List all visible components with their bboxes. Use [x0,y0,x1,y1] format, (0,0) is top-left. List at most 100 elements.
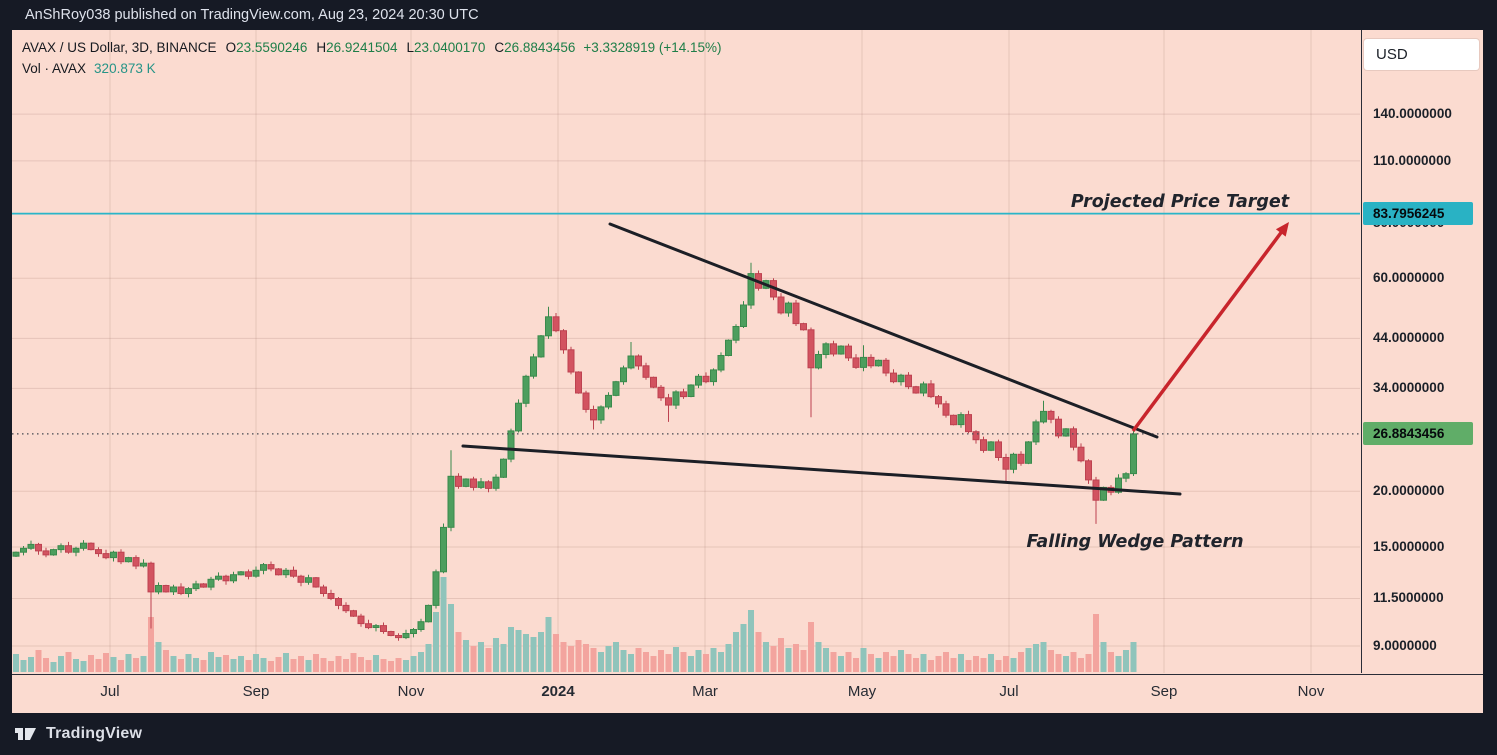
candle-body [95,549,102,555]
volume-bar [988,654,994,672]
candle-body [65,545,72,553]
candle-body [410,629,417,634]
tradingview-logo-icon [15,728,36,740]
volume-bar [365,660,372,672]
tradingview-logo[interactable]: TradingView [14,724,142,744]
time-label-month: Mar [692,683,718,700]
volume-bar [305,660,312,672]
candle-body [1130,433,1137,475]
candle-body [110,551,117,559]
candle-body [972,431,980,441]
volume-bar [223,655,229,672]
candle-body [747,273,755,306]
candle-body [1032,421,1040,443]
falling-wedge-pattern-text[interactable]: Falling Wedge Pattern [1026,532,1243,552]
volume-bar [1063,656,1069,672]
volume-bar [433,612,439,672]
candle-body [807,329,815,369]
candle-body [815,354,822,369]
candle-body [222,575,230,582]
time-label-month: Sep [242,683,270,700]
volume-bar [448,604,454,672]
volume-bar [380,659,387,672]
price-tick: 140.0000000 [1373,106,1452,122]
volume-bar [703,654,709,672]
volume-bar [770,646,777,672]
candle-body [785,302,792,314]
candle-body [507,430,515,460]
volume-bar [290,659,297,672]
volume-bar [553,634,559,672]
candle-body [672,391,680,406]
volume-label[interactable]: Vol · AVAX [22,61,87,76]
volume-bar [680,652,687,672]
volume-bar [688,656,694,672]
candle-body [20,547,27,553]
volume-bar [800,650,807,672]
candle-body [80,542,87,549]
projected-price-target-text[interactable]: Projected Price Target [1071,192,1290,212]
volume-bar [875,658,882,672]
volume-bar [1055,654,1062,672]
volume-bar [88,655,94,672]
candle-body [500,458,507,478]
price-tick: 60.0000000 [1373,270,1445,286]
candle-body [35,543,42,552]
volume-bar [815,642,822,672]
volume-bar [455,632,462,672]
price-tick: 110.0000000 [1373,152,1452,168]
projection-arrow[interactable] [1131,222,1289,433]
candlestick-chart[interactable]: Projected Price Target Falling Wedge Patt… [12,30,1360,673]
volume-bar [733,632,739,672]
volume-bar [80,661,87,672]
candle-body [372,625,380,628]
legend-line-1: AVAX / US Dollar, 3D, BINANCE O23.5590246… [22,38,722,58]
volume-bar [185,654,192,672]
wedge-lower-trendline[interactable] [461,444,1182,496]
volume-bar [1108,652,1114,672]
chart-legend: AVAX / US Dollar, 3D, BINANCE O23.5590246… [22,38,722,79]
ohlc-values: O23.5590246 H26.9241504 L23.0400170 C26.884… [217,40,576,55]
time-label-month: Nov [397,683,425,700]
volume-bar [905,654,912,672]
candle-body [980,439,987,451]
price-tick: 34.0000000 [1373,380,1445,396]
volume-bar [635,648,642,672]
volume-bar [538,632,544,672]
volume-bar [1033,644,1039,672]
currency-selector-button[interactable]: USD [1364,39,1479,70]
price-scale[interactable]: USD 140.0000000 110.0000000 60.0000000 44.0… [1361,30,1483,673]
volume-bar [418,652,424,672]
wedge-upper-trendline[interactable] [608,222,1159,439]
volume-bar [313,654,319,672]
candle-body [402,633,410,639]
volume-bar [110,657,117,672]
time-label-year: 2024 [541,683,575,700]
volume-bar [943,652,949,672]
volume-bar [718,652,724,672]
candle-body [27,543,35,549]
symbol-title[interactable]: AVAX / US Dollar, 3D, BINANCE [22,40,217,55]
volume-bar [1093,614,1099,672]
candle-body [620,367,627,383]
candle-body [237,571,245,576]
volume-bar [785,648,792,672]
time-axis[interactable]: Jul Sep Nov 2024 Mar May Jul Sep Nov [12,674,1483,713]
candle-body [710,369,717,383]
volume-bar [973,656,979,672]
bottom-bar: TradingView [0,713,1497,755]
candle-body [560,330,567,351]
volume-bar [590,648,597,672]
candle-body [395,635,402,639]
volume-bar [95,659,102,672]
candle-body [12,551,20,557]
candle-body [432,571,440,606]
price-chart-area[interactable]: Projected Price Target Falling Wedge Patt… [12,30,1360,673]
volume-bar [1040,642,1047,672]
candle-body [522,375,530,404]
candle-body [627,355,635,369]
volume-bar [515,630,522,672]
candle-body [1115,477,1122,493]
volume-bar [650,656,657,672]
volume-bar [50,662,57,672]
